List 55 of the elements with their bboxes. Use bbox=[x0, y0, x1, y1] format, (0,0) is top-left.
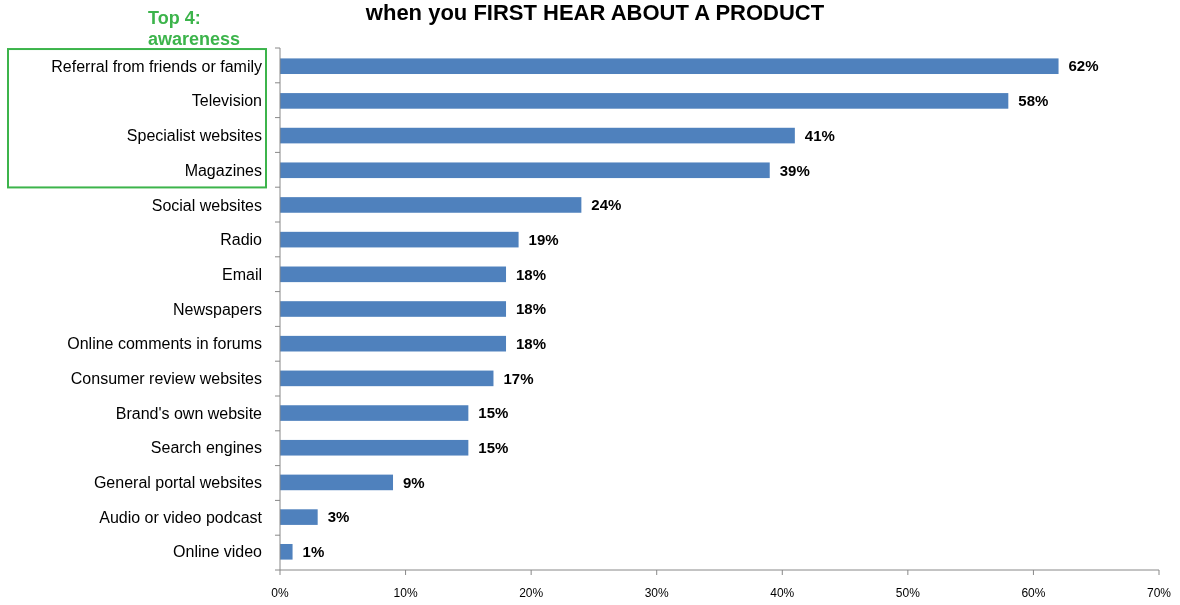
bar bbox=[280, 509, 318, 525]
y-tick-label: Referral from friends or family bbox=[51, 57, 262, 75]
data-label: 58% bbox=[1018, 92, 1049, 110]
y-tick-label: Search engines bbox=[150, 439, 262, 457]
bar bbox=[280, 543, 293, 560]
bar bbox=[280, 301, 507, 317]
data-label: 18% bbox=[516, 334, 547, 352]
data-label: 62% bbox=[1068, 57, 1099, 75]
chart-title: when you FIRST HEAR ABOUT A PRODUCT bbox=[364, 0, 825, 25]
data-label: 3% bbox=[327, 508, 350, 526]
data-label: 9% bbox=[403, 473, 425, 491]
data-label: 39% bbox=[779, 161, 810, 179]
x-tick-label: 30% bbox=[644, 586, 670, 600]
y-tick-label: Online video bbox=[173, 543, 263, 561]
data-label: 19% bbox=[528, 230, 559, 248]
x-tick-label: 10% bbox=[393, 586, 418, 600]
y-tick-label: Brand's own website bbox=[115, 404, 263, 422]
data-label: 24% bbox=[591, 196, 622, 214]
y-tick-label: General portal websites bbox=[93, 474, 262, 492]
bar bbox=[280, 162, 770, 179]
y-tick-label: Specialist websites bbox=[126, 127, 262, 145]
y-tick-label: Audio or video podcast bbox=[99, 508, 263, 526]
bar bbox=[280, 58, 1059, 75]
data-label: 18% bbox=[516, 300, 547, 318]
bar bbox=[280, 231, 519, 248]
bar bbox=[280, 335, 507, 352]
bar bbox=[280, 127, 795, 144]
data-label: 1% bbox=[302, 543, 325, 561]
data-label: 17% bbox=[503, 369, 534, 387]
y-tick-label: Magazines bbox=[184, 161, 262, 179]
x-tick-label: 40% bbox=[770, 586, 795, 600]
data-label: 15% bbox=[478, 404, 509, 422]
y-tick-label: Television bbox=[191, 92, 262, 110]
x-tick-label: 50% bbox=[895, 586, 921, 600]
x-tick-label: 0% bbox=[271, 586, 289, 600]
bar bbox=[280, 439, 469, 456]
data-label: 41% bbox=[804, 126, 835, 144]
data-label: 18% bbox=[516, 265, 547, 283]
bar bbox=[280, 266, 507, 283]
bar bbox=[280, 474, 394, 491]
y-tick-label: Newspapers bbox=[173, 300, 262, 318]
y-tick-label: Radio bbox=[220, 231, 263, 249]
x-tick-label: 20% bbox=[519, 586, 544, 600]
y-tick-label: Consumer review websites bbox=[70, 369, 262, 387]
y-tick-label: Social websites bbox=[151, 196, 262, 214]
bar bbox=[280, 93, 1009, 109]
x-tick-label: 70% bbox=[1146, 586, 1172, 600]
bar bbox=[280, 197, 582, 213]
y-tick-label: Online comments in forums bbox=[67, 335, 262, 353]
bar bbox=[280, 370, 494, 387]
text: Top 4: awareness bbox=[148, 8, 241, 49]
data-label: 15% bbox=[478, 438, 509, 456]
y-tick-label: Email bbox=[221, 265, 262, 283]
bar bbox=[280, 405, 469, 421]
x-tick-label: 60% bbox=[1021, 586, 1046, 600]
